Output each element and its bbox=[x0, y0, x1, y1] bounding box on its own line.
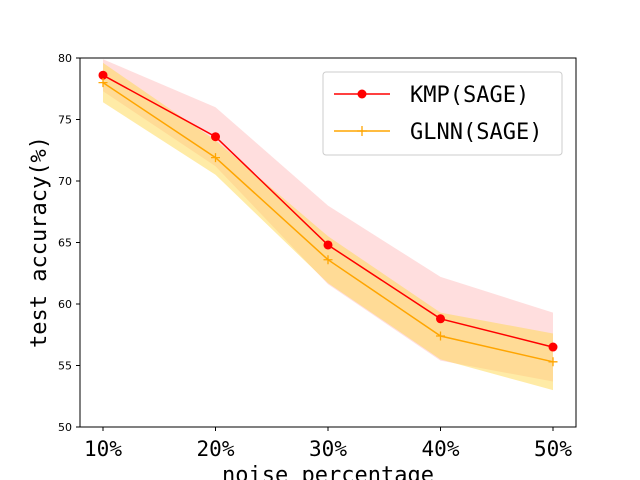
legend-label-kmp: KMP(SAGE) bbox=[410, 83, 529, 108]
legend-box bbox=[322, 71, 563, 156]
y-tick-label-70: 70 bbox=[58, 175, 72, 188]
point-kmp-0 bbox=[98, 70, 108, 80]
x-tick-label-3: 40% bbox=[422, 437, 460, 461]
x-tick-label-0: 10% bbox=[84, 437, 122, 461]
legend-marker-kmp bbox=[357, 89, 367, 99]
point-kmp-3 bbox=[436, 314, 445, 324]
point-kmp-4 bbox=[548, 342, 558, 352]
y-tick-label-80: 80 bbox=[58, 52, 72, 65]
point-glnn-1 bbox=[211, 153, 220, 163]
x-tick-label-1: 20% bbox=[197, 437, 235, 461]
series-markers bbox=[98, 70, 558, 367]
legend-marker-glnn bbox=[357, 126, 367, 136]
y-tick-label-75: 75 bbox=[58, 114, 72, 127]
point-kmp-2 bbox=[323, 240, 333, 250]
y-tick-label-60: 60 bbox=[58, 298, 72, 311]
x-axis-label: noise percentage bbox=[222, 463, 434, 480]
y-axis-ticks: 50 55 60 65 70 75 80 bbox=[58, 52, 80, 434]
point-kmp-1 bbox=[211, 132, 220, 142]
x-axis-ticks: 10% 20% 30% 40% 50% bbox=[84, 427, 572, 461]
point-glnn-3 bbox=[436, 331, 445, 341]
x-tick-label-4: 50% bbox=[534, 437, 572, 461]
point-glnn-2 bbox=[323, 255, 333, 265]
legend-label-glnn: GLNN(SAGE) bbox=[410, 120, 542, 145]
band-glnn bbox=[103, 62, 553, 391]
x-tick-label-2: 30% bbox=[309, 437, 347, 461]
legend: KMP(SAGE) GLNN(SAGE) bbox=[322, 71, 563, 156]
y-tick-label-65: 65 bbox=[58, 237, 72, 250]
y-tick-label-55: 55 bbox=[58, 360, 72, 373]
point-glnn-0 bbox=[98, 78, 108, 88]
y-tick-label-50: 50 bbox=[58, 421, 72, 434]
point-glnn-4 bbox=[548, 357, 558, 367]
y-axis-label: test accuracy(%) bbox=[27, 136, 52, 348]
